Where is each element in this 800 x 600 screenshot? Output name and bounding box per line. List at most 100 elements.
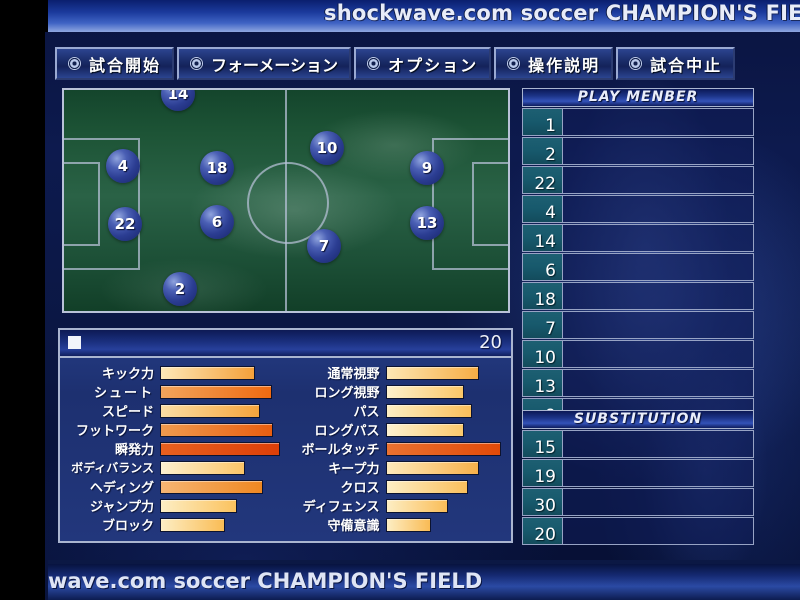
roster-row-name [563,431,753,457]
roster-row-name [563,196,753,222]
stat-row: ボールタッチ [294,439,512,458]
stat-label: ロングパス [314,424,380,439]
stat-row: 守備意識 [294,515,512,534]
stat-bar-track [160,517,286,532]
stat-bar-track [385,479,512,494]
roster-row[interactable]: 1 [522,108,754,136]
roster-row-name [563,460,753,486]
pitch-player-token[interactable]: 4 [106,149,140,183]
stat-label: フットワーク [75,424,154,439]
roster-row-number: 10 [523,341,563,367]
stat-bar-fill [160,460,245,475]
toolbar-button-controls-help[interactable]: 操作説明 [494,47,614,80]
penalty-box-right [432,138,508,270]
pitch-player-token[interactable]: 22 [108,207,142,241]
pitch-player-token[interactable]: 9 [410,151,444,185]
bottom-title-banner: wave.com soccer CHAMPION'S FIELD [48,564,800,600]
roster-row-name [563,283,753,309]
toolbar-button-label: 試合中止 [650,55,723,75]
pitch-player-token[interactable]: 13 [410,206,444,240]
roster-row-number: 20 [523,518,563,544]
center-circle [247,161,329,244]
roster-row-name [563,109,753,135]
soccer-ball-icon [190,57,204,70]
stat-bar-fill [385,498,448,513]
stat-label: ジャンプ力 [90,500,154,515]
roster-row[interactable]: 10 [522,340,754,368]
stat-row: シュート [68,382,286,401]
stat-label: ボディバランス [71,461,154,475]
stat-bar-track [385,422,512,437]
stat-row: ジャンプ力 [68,496,286,515]
toolbar-button-label: オプション [388,55,479,75]
stat-bar-track [385,384,512,399]
pitch-player-token[interactable]: 10 [310,131,344,165]
stat-row: パス [294,401,512,420]
stat-label: シュート [93,386,154,401]
goal-box-right [472,162,508,246]
stat-bar-track [385,403,512,418]
roster-row-name [563,167,753,193]
stat-row: ロング視野 [294,382,512,401]
roster-row-number: 4 [523,196,563,222]
roster-row[interactable]: 30 [522,488,754,516]
roster-row-number: 13 [523,370,563,396]
roster-row-number: 2 [523,138,563,164]
roster-row[interactable]: 2 [522,137,754,165]
roster-row-name [563,254,753,280]
pitch-player-token[interactable]: 18 [200,151,234,185]
stat-bar-fill [160,365,255,380]
roster-row-name [563,518,753,544]
stat-bar-fill [385,365,479,380]
play-member-title: PLAY MENBER [522,88,754,107]
toolbar-button-label: 操作説明 [528,55,601,75]
roster-row-number: 7 [523,312,563,338]
roster-row[interactable]: 19 [522,459,754,487]
roster-row-name [563,225,753,251]
substitution-title: SUBSTITUTION [522,410,754,429]
stat-bar-track [160,498,286,513]
toolbar-button-formation[interactable]: フォーメーション [177,47,352,80]
stat-row: ロングパス [294,420,512,439]
roster-row[interactable]: 13 [522,369,754,397]
roster-row[interactable]: 4 [522,195,754,223]
stat-bar-fill [160,422,273,437]
roster-row[interactable]: 6 [522,253,754,281]
stat-row: キック力 [68,363,286,382]
stat-bar-fill [385,460,479,475]
soccer-pitch[interactable]: 14 4 18 10 9 22 6 13 7 2 [62,88,510,313]
bottom-banner-text: wave.com soccer CHAMPION'S FIELD [48,569,483,593]
stat-row: ディフェンス [294,496,512,515]
roster-row[interactable]: 15 [522,430,754,458]
roster-row-number: 6 [523,254,563,280]
pitch-player-token[interactable]: 6 [200,205,234,239]
toolbar-button-options[interactable]: オプション [354,47,492,80]
roster-row-name [563,138,753,164]
stats-panel-header: 20 [60,330,511,358]
roster-row[interactable]: 7 [522,311,754,339]
stat-label: 守備意識 [327,519,380,534]
stat-bar-track [160,384,286,399]
stats-column-left: キック力 シュート スピード フットワーク 瞬発力 ボディバランス ヘディング ジャンプ力 ブロ… [60,363,286,539]
roster-row-number: 22 [523,167,563,193]
pitch-player-token[interactable]: 2 [163,272,197,306]
roster-row[interactable]: 18 [522,282,754,310]
roster-row[interactable]: 22 [522,166,754,194]
stat-bar-fill [385,403,472,418]
toolbar-button-match-start[interactable]: 試合開始 [55,47,175,80]
pitch-player-token[interactable]: 14 [161,90,195,111]
stat-label: 通常視野 [327,367,380,382]
roster-row[interactable]: 14 [522,224,754,252]
roster-row-name [563,489,753,515]
stat-bar-track [160,441,286,456]
white-square-icon [68,336,81,349]
pitch-player-token[interactable]: 7 [307,229,341,263]
toolbar-button-match-cancel[interactable]: 試合中止 [616,47,736,80]
roster-row[interactable]: 20 [522,517,754,545]
roster-row-number: 30 [523,489,563,515]
stat-bar-fill [160,384,272,399]
roster-row-number: 14 [523,225,563,251]
soccer-ball-icon [507,57,521,70]
toolbar-button-label: フォーメーション [211,55,339,75]
